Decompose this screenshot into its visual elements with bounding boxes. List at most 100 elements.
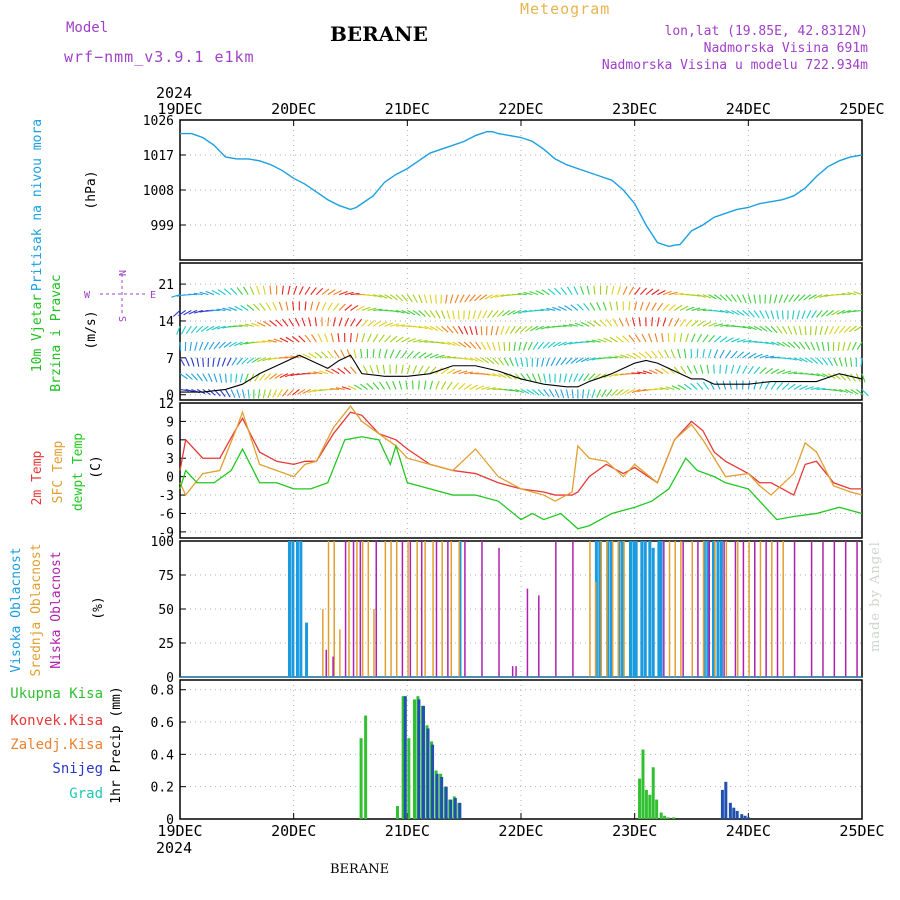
wind-barb: [677, 349, 681, 358]
y-tick-label: 100: [151, 535, 174, 550]
wind-barb: [679, 305, 689, 311]
wind-barb: [631, 372, 641, 375]
wind-barb: [547, 288, 556, 296]
wind-barb: [252, 303, 260, 311]
wind-barb: [856, 341, 863, 350]
wind-barb: [679, 318, 686, 327]
y-tick-label: 7: [166, 352, 174, 367]
wind-barb: [580, 321, 590, 327]
wind-barb: [535, 325, 544, 331]
wind-barb: [753, 310, 760, 319]
wind-barb: [190, 357, 195, 367]
wind-barb: [332, 317, 336, 327]
wind-barb: [307, 388, 317, 394]
wind-barb: [696, 333, 703, 343]
wind-barb: [369, 365, 374, 374]
wind-barb: [264, 373, 272, 381]
wind-barb: [418, 380, 420, 390]
wind-barb: [697, 308, 707, 311]
x-tick-label-top: 21DEC: [385, 100, 430, 118]
wind-barb: [622, 286, 628, 295]
wind-barb: [747, 294, 752, 304]
wind-barb: [447, 356, 457, 359]
wind-barb: [241, 389, 245, 399]
wind-barb: [185, 373, 193, 380]
wind-barb: [747, 365, 754, 374]
wind-barb: [372, 348, 375, 358]
wind-barb: [770, 368, 780, 375]
y-tick-label: 0: [166, 389, 174, 404]
snow-bar: [743, 815, 747, 819]
mid-cloud-bar: [617, 541, 620, 677]
x-tick-label-top: 22DEC: [498, 100, 543, 118]
wind-barb: [753, 380, 757, 390]
low-cloud-bar: [526, 588, 529, 677]
wind-barb: [195, 325, 204, 333]
wind-barb: [799, 385, 808, 390]
wind-barb: [697, 294, 706, 298]
wind-barb: [407, 338, 416, 343]
wind-barb: [498, 373, 507, 379]
y-tick-label: 9: [166, 415, 174, 430]
wind-barb: [401, 350, 408, 359]
year-label-bottom: 2024: [156, 839, 192, 857]
y-tick-label: 0: [166, 813, 174, 828]
wind-barb: [459, 294, 465, 303]
wind-barb: [793, 372, 803, 375]
wind-barb: [810, 341, 816, 351]
wind-barb: [563, 341, 573, 346]
y-tick-label: 75: [158, 569, 174, 584]
x-tick-label-bottom: 22DEC: [498, 822, 543, 840]
wind-barb: [418, 365, 424, 374]
wind-barb: [618, 317, 624, 327]
wind-barb: [441, 341, 451, 346]
rain-bar: [359, 738, 363, 819]
wind-barb: [284, 356, 294, 359]
wind-barb: [810, 387, 820, 390]
low-cloud-ylabel: Niska Oblacnost: [49, 551, 64, 668]
wind-barb: [615, 301, 619, 311]
wind-barb: [267, 389, 272, 399]
wind-barb: [530, 325, 539, 332]
wind-barb: [747, 310, 755, 318]
mid-cloud-bar: [589, 541, 591, 677]
wind-barb: [730, 350, 738, 359]
wind-barb: [748, 352, 757, 359]
wind-barb: [614, 355, 624, 359]
wind-barb: [503, 373, 512, 380]
wind-barb: [753, 366, 761, 375]
wind-barb: [239, 373, 244, 383]
wind-barb: [543, 373, 547, 383]
wind-barb: [793, 341, 801, 349]
wind-barb: [193, 292, 203, 296]
wind-barb: [378, 321, 388, 327]
wind-barb: [826, 309, 834, 317]
wind-barb: [208, 389, 216, 396]
snow-bar: [724, 781, 728, 819]
wind-barb: [853, 291, 863, 296]
wind-barb: [286, 389, 295, 397]
wind-barb: [554, 389, 560, 398]
wind-barb: [860, 357, 863, 367]
high-cloud-bar: [598, 541, 602, 677]
wind-barb: [526, 357, 529, 367]
wind-barb: [719, 349, 725, 359]
wind-barb: [219, 373, 223, 383]
wind-barb: [582, 389, 585, 399]
wind-barb: [573, 286, 579, 295]
wind-barb: [269, 320, 277, 327]
high-cloud-bar: [291, 541, 295, 677]
wind-barb: [395, 336, 404, 343]
wind-barb: [320, 351, 329, 359]
wind-barb: [776, 369, 786, 375]
wind-barb: [677, 384, 687, 390]
wind-barb: [224, 373, 227, 383]
wind-barb: [736, 309, 745, 317]
wind-barb: [691, 294, 701, 297]
wind-barb: [440, 381, 447, 390]
wind-barb: [651, 317, 654, 327]
wind-barb: [529, 290, 539, 296]
wind-barb: [706, 364, 710, 374]
wind-barb: [503, 357, 510, 366]
low-cloud-bar: [481, 541, 483, 677]
